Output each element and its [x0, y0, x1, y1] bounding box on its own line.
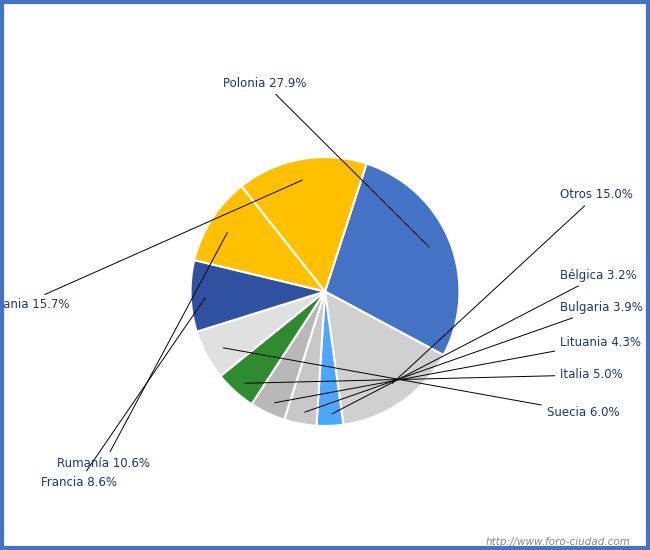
Text: Figueruelas - Turistas extranjeros según país - Abril de 2024: Figueruelas - Turistas extranjeros según… — [66, 18, 584, 34]
Wedge shape — [252, 292, 325, 420]
Text: Polonia 27.9%: Polonia 27.9% — [223, 76, 429, 247]
Text: Otros 15.0%: Otros 15.0% — [393, 188, 633, 383]
Wedge shape — [317, 292, 343, 426]
Wedge shape — [325, 292, 443, 425]
Wedge shape — [194, 186, 325, 292]
Text: Lituania 4.3%: Lituania 4.3% — [275, 336, 642, 403]
Text: Bulgaria 3.9%: Bulgaria 3.9% — [305, 301, 643, 412]
Wedge shape — [197, 292, 325, 376]
Text: Alemania 15.7%: Alemania 15.7% — [0, 180, 302, 311]
Wedge shape — [284, 292, 325, 426]
Wedge shape — [325, 164, 460, 355]
Text: Italia 5.0%: Italia 5.0% — [245, 368, 623, 383]
Text: Rumanía 10.6%: Rumanía 10.6% — [57, 233, 228, 470]
Text: http://www.foro-ciudad.com: http://www.foro-ciudad.com — [486, 537, 630, 547]
Text: Suecia 6.0%: Suecia 6.0% — [224, 348, 619, 419]
Text: Francia 8.6%: Francia 8.6% — [40, 298, 205, 489]
Wedge shape — [190, 260, 325, 332]
Wedge shape — [220, 292, 325, 404]
Text: Bélgica 3.2%: Bélgica 3.2% — [332, 269, 637, 414]
Wedge shape — [242, 157, 367, 292]
